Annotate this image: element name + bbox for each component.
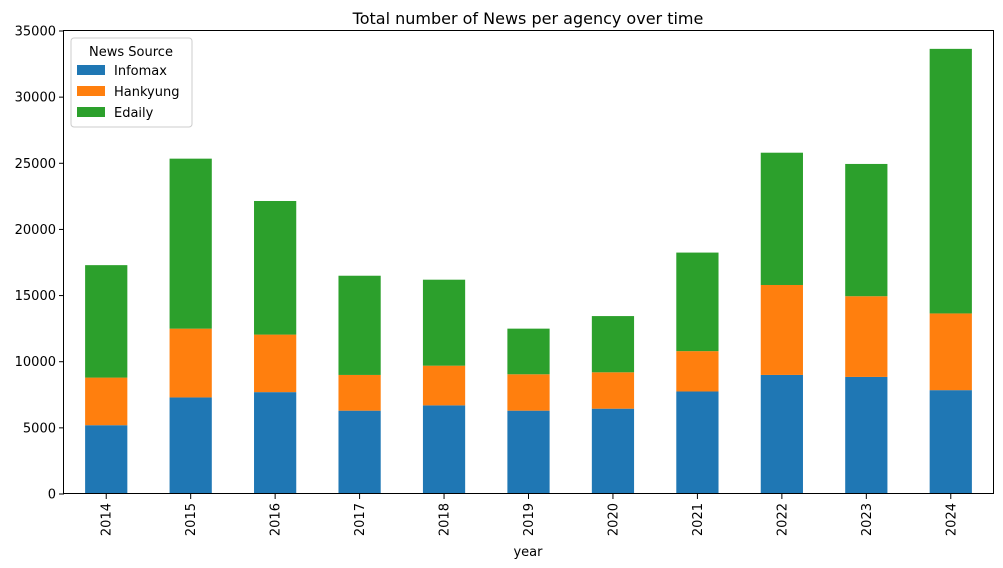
plot-frame: [63, 30, 994, 494]
bar-edaily-2016: [254, 200, 297, 335]
legend-label-hankyung: Hankyung: [114, 85, 179, 100]
bar-edaily-2020: [591, 316, 635, 373]
bar-infomax-2014: [85, 425, 128, 494]
bar-hankyung-2024: [929, 313, 972, 391]
bar-edaily-2019: [507, 328, 550, 375]
x-tick-label: 2018: [438, 503, 453, 536]
legend-swatch-infomax: [77, 65, 105, 75]
legend-label-edaily: Edaily: [114, 106, 154, 121]
bar-hankyung-2014: [85, 377, 128, 426]
y-tick-label: 35000: [15, 25, 56, 40]
y-tick-label: 10000: [15, 355, 56, 370]
bar-edaily-2023: [845, 163, 888, 297]
y-axis: 0 5000 10000 15000 20000 25000 30000 35000: [15, 25, 64, 503]
legend-items: Infomax Hankyung Edaily: [77, 64, 179, 121]
legend-swatch-hankyung: [77, 86, 105, 96]
x-tick-label: 2017: [353, 503, 368, 536]
bar-infomax-2020: [591, 408, 635, 494]
bar-infomax-2017: [338, 410, 381, 494]
bar-infomax-2023: [845, 376, 888, 494]
bar-infomax-2015: [169, 397, 212, 494]
y-tick-label: 20000: [15, 223, 56, 238]
bar-hankyung-2020: [591, 372, 635, 409]
legend-box: [70, 37, 193, 128]
x-tick-label: 2015: [184, 503, 199, 536]
legend-label-infomax: Infomax: [114, 64, 167, 79]
x-tick-label: 2020: [606, 503, 621, 536]
bar-infomax-2018: [422, 405, 466, 494]
bar-hankyung-2015: [169, 328, 212, 398]
y-tick-label: 25000: [15, 157, 56, 172]
bar-hankyung-2017: [338, 374, 381, 411]
y-tick-label: 15000: [15, 289, 56, 304]
y-tick-label: 5000: [23, 421, 56, 436]
y-tick-label: 30000: [15, 91, 56, 106]
bar-edaily-2022: [760, 152, 803, 285]
x-tick-label: 2014: [100, 503, 115, 536]
x-tick-label: 2024: [944, 503, 959, 536]
bar-hankyung-2021: [676, 351, 719, 392]
bar-infomax-2021: [676, 391, 719, 494]
x-axis: 2014 2015 2016 2017 2018 2019 2020 2021 2022 2023…: [100, 494, 959, 536]
bar-hankyung-2023: [845, 296, 888, 377]
bar-edaily-2017: [338, 275, 381, 375]
bar-edaily-2015: [169, 158, 212, 329]
legend-title: News Source: [89, 45, 173, 60]
bar-infomax-2016: [254, 392, 297, 494]
chart-title: Total number of News per agency over tim…: [352, 9, 704, 28]
x-tick-label: 2019: [522, 503, 537, 536]
bar-hankyung-2018: [422, 365, 466, 406]
bars-layer: [85, 48, 972, 494]
x-tick-label: 2022: [775, 503, 790, 536]
x-tick-label: 2016: [269, 503, 284, 536]
x-axis-label: year: [513, 545, 543, 560]
legend-swatch-edaily: [77, 107, 105, 117]
bar-hankyung-2019: [507, 374, 550, 411]
y-tick-label: 0: [48, 488, 56, 503]
bar-infomax-2022: [760, 374, 803, 494]
legend: News Source Infomax Hankyung Edaily: [70, 37, 193, 128]
x-tick-label: 2021: [691, 503, 706, 536]
bar-infomax-2019: [507, 410, 550, 494]
bar-infomax-2024: [929, 390, 972, 494]
bar-edaily-2014: [85, 265, 128, 378]
bar-hankyung-2016: [254, 334, 297, 393]
x-tick-label: 2023: [860, 503, 875, 536]
bar-edaily-2024: [929, 48, 972, 314]
bar-edaily-2018: [422, 279, 466, 366]
bar-edaily-2021: [676, 252, 719, 352]
bar-hankyung-2022: [760, 284, 803, 375]
